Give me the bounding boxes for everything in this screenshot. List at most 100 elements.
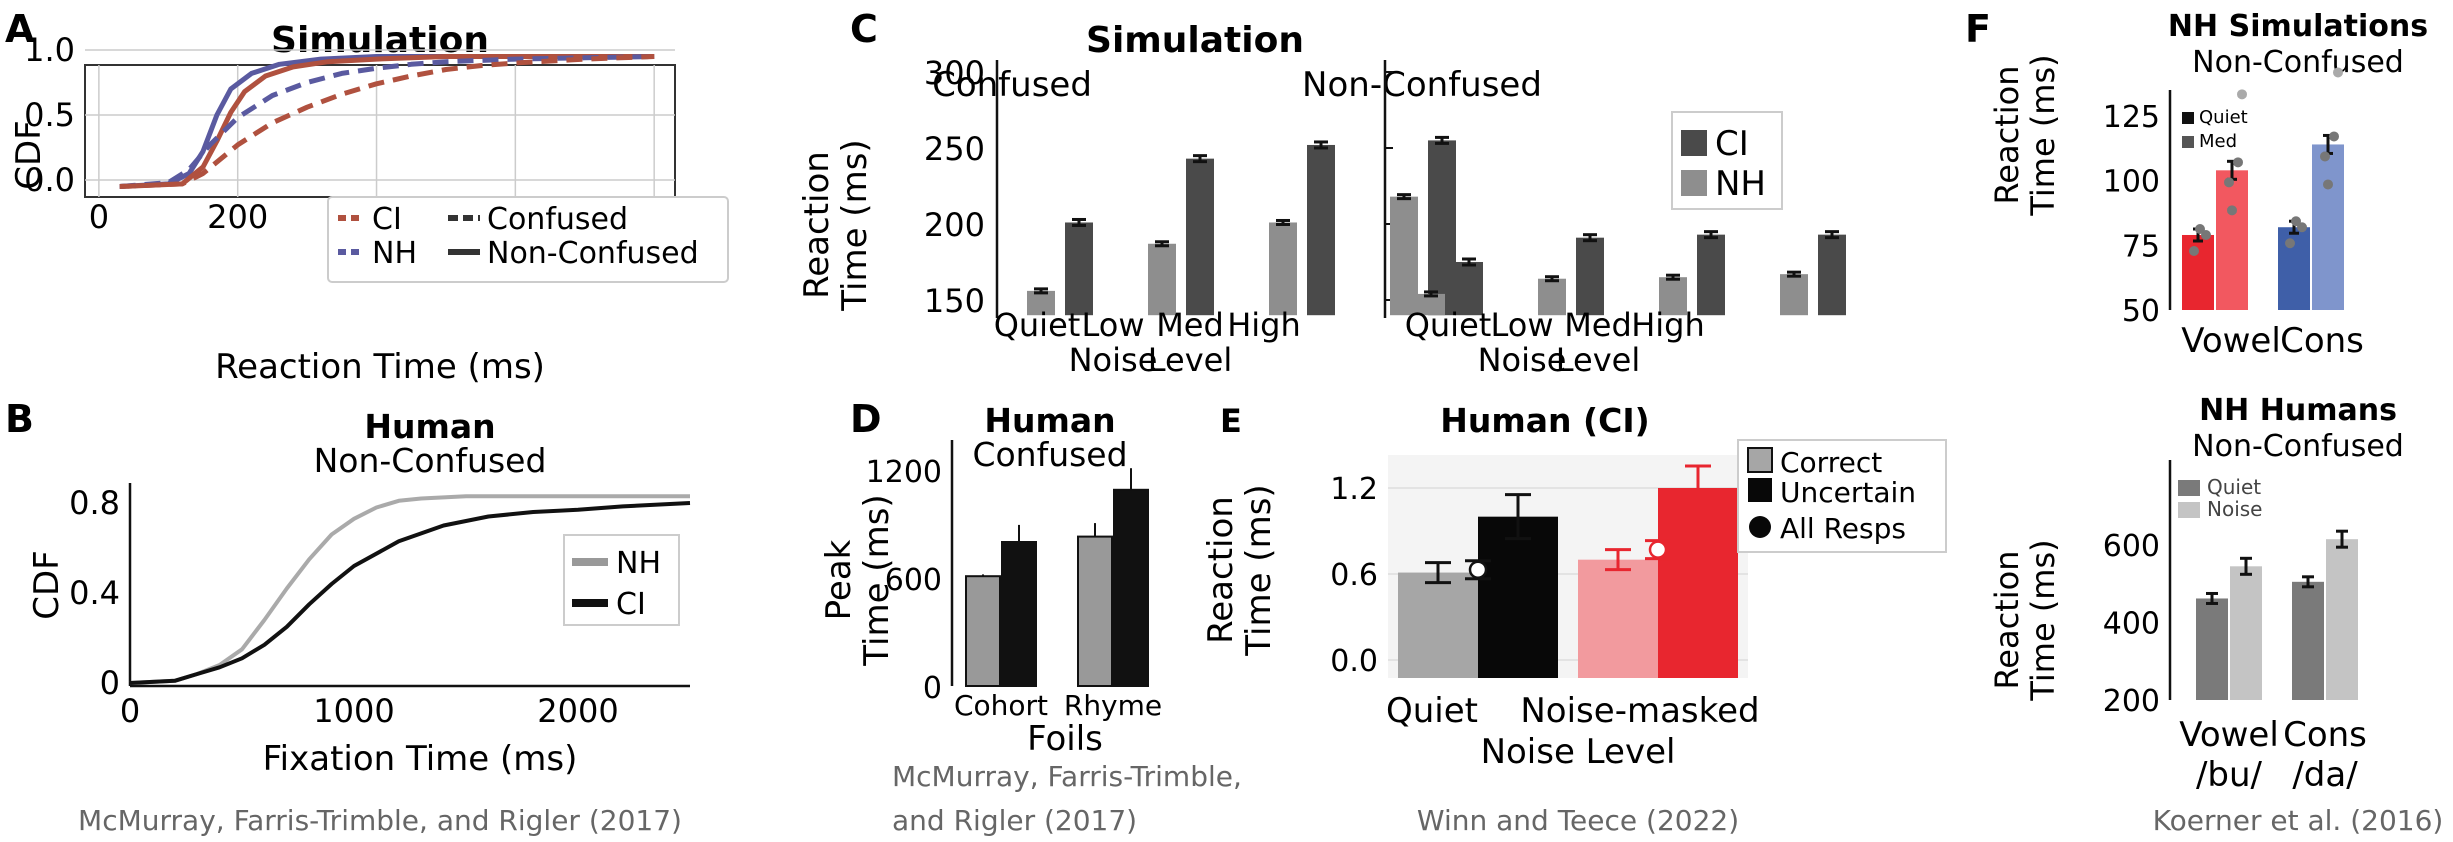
y-tick-label: 0.0 <box>1330 644 1378 679</box>
panel-d-xlabel: Foils <box>1027 719 1103 759</box>
y-tick-label: 600 <box>885 563 942 598</box>
bar-ci <box>1455 262 1483 316</box>
panel-f-top-legend: Quiet Med <box>2182 107 2248 152</box>
category-label: Rhyme <box>1064 689 1162 722</box>
panel-e: E Human (CI) Reaction Time (ms) 0.0 0.6 1.… <box>1201 401 1947 837</box>
panel-f-bottom-title: NH Humans <box>2199 393 2397 428</box>
x-tick-label: 0 <box>89 198 109 236</box>
panel-c-left-title: Confused <box>932 65 1092 105</box>
bar-ci <box>1307 144 1335 316</box>
y-tick-label: 250 <box>924 130 985 168</box>
data-point <box>2333 67 2343 78</box>
bar-nh <box>1659 277 1687 316</box>
bar-ci <box>1065 222 1093 316</box>
x-tick-label: 200 <box>207 198 268 236</box>
bar-med <box>2216 170 2248 310</box>
y-tick-label: 300 <box>924 54 985 92</box>
data-point <box>2323 179 2333 190</box>
y-tick-label: 150 <box>924 282 985 320</box>
y-tick-label: 0.8 <box>69 484 120 522</box>
panel-b-letter: B <box>5 397 34 441</box>
y-tick-label: 600 <box>2103 529 2160 564</box>
bar-nh <box>1027 290 1055 316</box>
bar-quiet <box>2196 598 2228 700</box>
legend-quiet-label: Quiet <box>2207 475 2261 499</box>
category-label: /da/ <box>2292 755 2358 795</box>
panel-f-top-plot: 50 75 100 125 Vowel Cons <box>2103 67 2364 361</box>
panel-f-citation: Koerner et al. (2016) <box>2153 804 2444 837</box>
y-tick-label: 0.6 <box>1330 558 1378 593</box>
bar-ci <box>1428 140 1456 316</box>
y-tick-label: 0 <box>100 664 120 702</box>
bar-quiet <box>2292 581 2324 700</box>
category-label: High <box>1631 306 1705 344</box>
series-line-ci <box>129 501 691 685</box>
category-label: Low <box>1490 306 1553 344</box>
panel-f-bottom-legend: Quiet Noise <box>2178 475 2262 521</box>
panel-e-plot: 0.0 0.6 1.2 Quiet Noise-masked <box>1330 464 1760 731</box>
bar-ci <box>1113 488 1149 687</box>
bar-nh <box>965 575 1001 688</box>
bar-correct <box>1398 572 1478 678</box>
bar-nh <box>1390 196 1418 316</box>
panel-f-bottom-plot: 200 400 600 Vowel/bu/Cons/da/ <box>2103 529 2367 795</box>
y-tick-label: 0 <box>923 671 942 706</box>
panel-d-letter: D <box>850 397 882 441</box>
panel-f-top-ylabel-2: Time (ms) <box>2024 54 2062 216</box>
panel-d-ylabel-1: Peak <box>819 539 859 620</box>
category-label: Cohort <box>954 689 1048 722</box>
bar-med <box>2312 144 2344 310</box>
y-tick-label: 0.5 <box>24 96 75 134</box>
point-all-resps <box>1468 560 1488 579</box>
legend-quiet-swatch <box>2178 480 2200 496</box>
panel-b-title: Human <box>364 407 495 446</box>
legend-all-swatch <box>1749 516 1771 538</box>
data-point <box>2320 151 2330 162</box>
panel-b-xlabel: Fixation Time (ms) <box>263 739 578 779</box>
panel-b-legend-box <box>563 534 680 626</box>
category-label: Noise-masked <box>1520 691 1759 731</box>
bar-quiet <box>2182 234 2214 310</box>
data-point <box>2224 177 2234 188</box>
panel-d-plot: 0 600 1200 Cohort Rhyme <box>866 455 1163 722</box>
legend-ci-label: CI <box>616 587 646 622</box>
category-label: Level <box>1148 341 1232 379</box>
y-tick-label: 100 <box>2103 165 2160 200</box>
y-tick-label: 75 <box>2122 229 2160 264</box>
y-tick-label: 0.4 <box>69 574 120 612</box>
legend-nh-label: NH <box>616 546 661 581</box>
legend-nh-swatch <box>1681 170 1707 196</box>
category-label: Low <box>1081 306 1144 344</box>
panel-d-title: Human <box>984 401 1115 440</box>
legend-uncertain-swatch <box>1748 478 1772 502</box>
legend-uncertain-label: Uncertain <box>1780 476 1916 509</box>
data-point <box>2285 238 2295 249</box>
category-label: Cons <box>2283 715 2367 755</box>
legend-nh-label: NH <box>372 236 417 271</box>
panel-c: C Simulation Confused Non-Confused React… <box>797 7 1846 379</box>
panel-d-citation-1: McMurray, Farris-Trimble, <box>892 760 1242 793</box>
data-point <box>2291 216 2301 227</box>
panel-c-letter: C <box>850 7 878 51</box>
bar-uncertain <box>1478 516 1558 678</box>
panel-f-top-subtitle: Non-Confused <box>2192 45 2404 80</box>
bar-ci <box>1576 237 1604 316</box>
category-label: Noise <box>1069 341 1158 379</box>
bar-uncertain <box>1658 488 1738 678</box>
panel-b-ylabel: CDF <box>27 550 67 619</box>
bar-ci <box>1818 234 1846 316</box>
y-tick-label: 200 <box>2103 684 2160 719</box>
panel-e-ylabel-1: Reaction <box>1201 496 1241 644</box>
category-label: Quiet <box>994 306 1081 344</box>
category-label: Noise <box>1478 341 1567 379</box>
category-label: /bu/ <box>2196 755 2263 795</box>
panel-a-legend-box <box>327 196 729 283</box>
x-tick-label: 0 <box>120 692 140 730</box>
bar-nh <box>1269 222 1297 316</box>
bar-quiet <box>2278 227 2310 310</box>
category-label: Med <box>1156 306 1224 344</box>
legend-confused-label: Confused <box>487 202 628 237</box>
y-tick-label: 1.0 <box>24 31 75 69</box>
panel-c-title: Simulation <box>1086 20 1304 61</box>
panel-a-letter: A <box>5 7 35 51</box>
